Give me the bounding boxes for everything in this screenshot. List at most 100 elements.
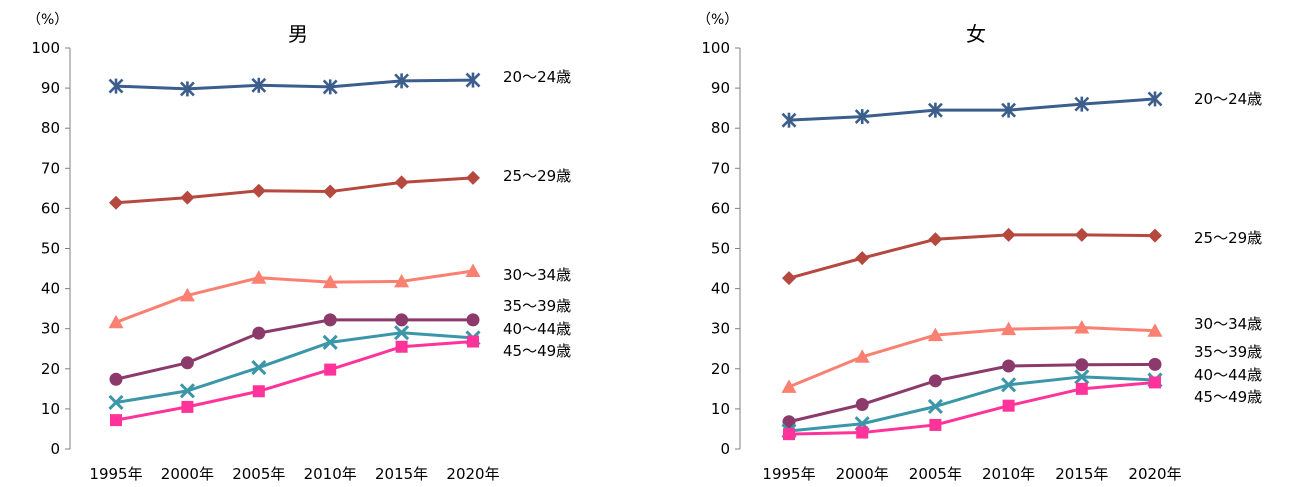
series-line (115, 331, 474, 404)
series-4: 35～39歳 (782, 343, 1262, 429)
series-2: 25～29歳 (782, 227, 1262, 286)
data-point (394, 273, 410, 288)
data-point (1075, 358, 1089, 372)
y-tick-label: 30 (711, 320, 730, 338)
data-point (1148, 228, 1162, 243)
x-tick-label: 2005年 (232, 465, 285, 483)
data-point (1001, 102, 1017, 118)
series-line (115, 340, 474, 422)
data-point (782, 271, 796, 286)
y-tick-label: 100 (701, 39, 730, 57)
y-tick-label: 70 (711, 159, 730, 177)
data-point (108, 78, 124, 94)
series-5: 40～44歳 (108, 320, 571, 411)
data-point (1001, 377, 1017, 393)
series-5: 40～44歳 (781, 366, 1262, 439)
y-tick-label: 50 (41, 240, 60, 258)
y-tick-label: 60 (41, 199, 60, 217)
series-line (788, 97, 1156, 122)
x-tick-label: 2005年 (909, 465, 962, 483)
x-tick-label: 2010年 (982, 465, 1035, 483)
data-point (180, 190, 195, 205)
series-6: 45～49歳 (110, 335, 571, 427)
data-point (109, 195, 123, 210)
series-line (115, 269, 474, 324)
data-point (465, 263, 481, 277)
data-point (1148, 357, 1162, 371)
y-tick-label: 40 (711, 280, 730, 298)
data-point (1147, 91, 1163, 107)
series-label: 35～39歳 (1194, 343, 1262, 361)
data-point (109, 372, 123, 386)
data-point (1001, 321, 1017, 336)
y-tick-label: 10 (711, 400, 730, 418)
series-1: 20～24歳 (108, 68, 571, 97)
series-label: 45～49歳 (503, 342, 571, 360)
series-label: 30～34歳 (1194, 315, 1262, 333)
data-point (782, 415, 796, 429)
data-point (928, 374, 942, 388)
data-point (927, 102, 943, 118)
data-point (181, 400, 194, 413)
x-tick-label: 2010年 (304, 465, 357, 483)
x-tick-label: 2020年 (1128, 465, 1181, 483)
data-point (1074, 227, 1089, 242)
y-tick-label: 20 (711, 360, 730, 378)
data-point (929, 418, 942, 431)
data-point (394, 73, 410, 89)
x-tick-label: 2020年 (446, 465, 499, 483)
data-point (928, 232, 943, 247)
series-line (115, 318, 473, 381)
data-point (395, 340, 408, 353)
data-point (251, 360, 267, 376)
chart-female: （%） 女 0 10 20 30 40 50 60 70 80 90 100 1995年 2000年 20… (697, 12, 1262, 483)
data-point (251, 183, 266, 198)
y-tick-label: 0 (720, 440, 730, 458)
chart-male: （%） 男 0 10 20 30 40 50 60 70 80 90 100 1995年 2000年 20… (27, 12, 571, 483)
data-point (395, 313, 409, 327)
data-point (108, 394, 124, 411)
series-line (115, 176, 474, 205)
data-point (322, 334, 338, 350)
data-point (783, 428, 795, 441)
data-point (252, 326, 266, 340)
data-point (323, 313, 337, 327)
series-label: 35～39歳 (503, 297, 571, 315)
unit-label: （%） (697, 12, 738, 28)
data-point (854, 109, 870, 125)
x-tick-label: 1995年 (762, 465, 815, 483)
data-point (854, 349, 870, 363)
series-label: 25～29歳 (503, 167, 571, 185)
data-point (466, 170, 480, 185)
data-point (180, 356, 194, 370)
data-point (855, 397, 869, 411)
data-point (1149, 376, 1161, 389)
x-tick-label: 2015年 (375, 465, 428, 483)
data-point (1075, 382, 1088, 395)
unit-label: （%） (27, 12, 68, 28)
y-tick-label: 60 (711, 199, 730, 217)
series-label: 20～24歳 (1194, 90, 1262, 108)
chart-title: 女 (966, 22, 986, 46)
data-point (179, 81, 195, 97)
series-2: 25～29歳 (109, 167, 571, 210)
data-point (1074, 319, 1090, 334)
data-point (1147, 323, 1163, 337)
series-4: 35～39歳 (109, 297, 571, 386)
data-point (1002, 399, 1015, 412)
y-tick-label: 90 (41, 79, 60, 97)
x-tick-label: 1995年 (89, 465, 142, 483)
data-point (781, 379, 797, 393)
x-tick-label: 2000年 (836, 465, 889, 483)
y-tick-label: 90 (711, 79, 730, 97)
series-line (788, 233, 1156, 280)
series-label: 45～49歳 (1194, 388, 1262, 406)
data-point (927, 327, 943, 342)
series-6: 45～49歳 (783, 376, 1262, 441)
series-line (788, 380, 1156, 436)
series-line (115, 78, 474, 91)
series-label: 25～29歳 (1194, 229, 1262, 247)
data-point (252, 385, 265, 398)
data-point (1002, 359, 1016, 373)
